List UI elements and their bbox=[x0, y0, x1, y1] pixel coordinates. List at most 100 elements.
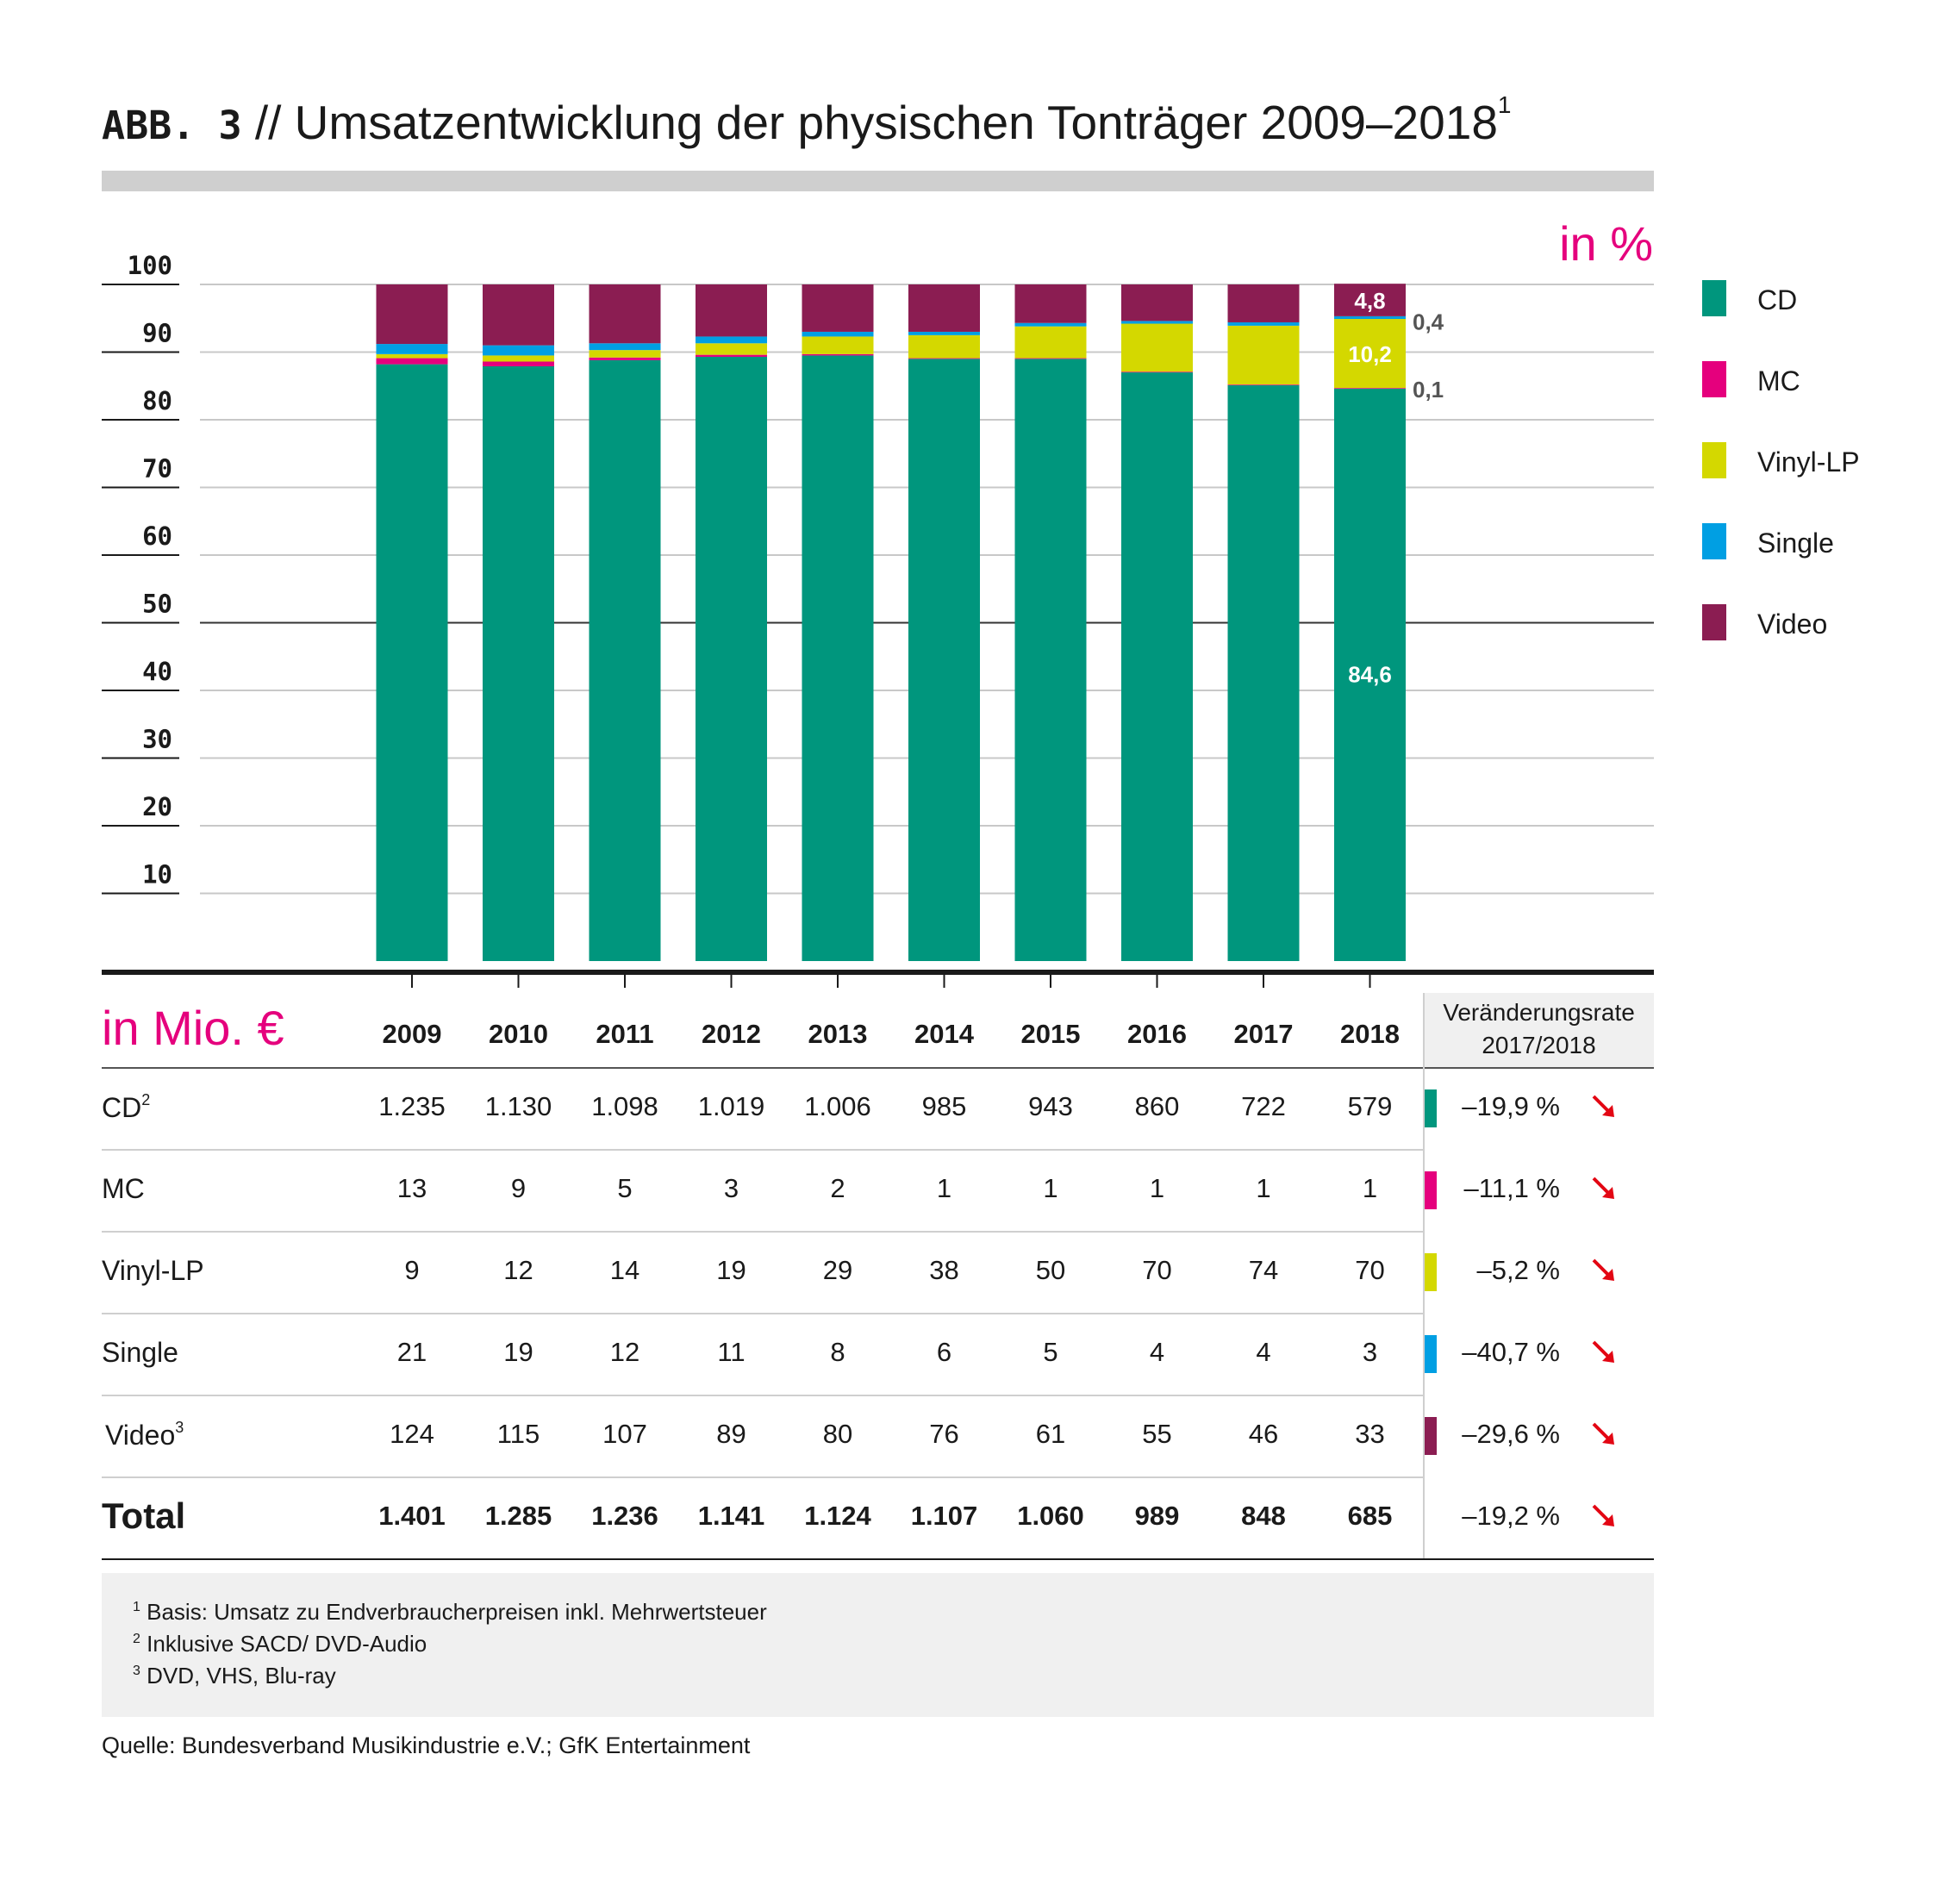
bar-segment-mc-2010 bbox=[483, 361, 554, 366]
row-label-text: Total bbox=[102, 1495, 186, 1536]
table-cell: 1 bbox=[1362, 1172, 1378, 1203]
table-cell: 11 bbox=[717, 1336, 746, 1367]
chart-title: ABB. 3 // Umsatzentwicklung der physisch… bbox=[102, 93, 1511, 147]
table-cell: 33 bbox=[1355, 1418, 1385, 1449]
row-label-single: Single bbox=[102, 1337, 178, 1369]
bar-segment-vinyl-lp-2017 bbox=[1227, 325, 1300, 385]
row-label-text: MC bbox=[102, 1172, 145, 1204]
bar-segment-mc-2013 bbox=[802, 353, 874, 356]
legend-swatch bbox=[1702, 442, 1726, 478]
trend-down-arrow-icon bbox=[1590, 1339, 1618, 1366]
legend-item-video: Video bbox=[1702, 604, 1900, 640]
y-tick-label: 80 bbox=[142, 386, 172, 415]
row-label-cd: CD2 bbox=[102, 1091, 150, 1124]
table-cell: 5 bbox=[1043, 1336, 1058, 1367]
table-cell: 2 bbox=[830, 1172, 845, 1203]
table-cell: 124 bbox=[390, 1418, 434, 1449]
table-cell: 9 bbox=[404, 1254, 420, 1285]
table-cell: 943 bbox=[1028, 1090, 1073, 1121]
footnote-2: 2 Inklusive SACD/ DVD-Audio bbox=[133, 1631, 427, 1657]
change-header-line2: 2017/2018 bbox=[1482, 1032, 1596, 1058]
bar-segment-cd-2013 bbox=[802, 355, 874, 961]
table-cell: 860 bbox=[1134, 1090, 1180, 1121]
table-rule bbox=[102, 1395, 1424, 1396]
table-cell: 848 bbox=[1241, 1500, 1286, 1531]
year-header: 2016 bbox=[1127, 1019, 1187, 1049]
data-label-vinyl-lp: 10,2 bbox=[1348, 341, 1392, 367]
change-value: –11,1 % bbox=[1463, 1172, 1560, 1203]
bar-segment-vinyl-lp-2018 bbox=[1334, 319, 1406, 389]
data-label-single: 0,4 bbox=[1413, 309, 1444, 334]
figure-number: ABB. 3 bbox=[102, 103, 242, 148]
bar-segment-cd-2012 bbox=[696, 356, 767, 961]
bar-segment-mc-2018 bbox=[1334, 388, 1406, 389]
bar-segment-single-2012 bbox=[696, 336, 767, 344]
row-label-text: CD bbox=[102, 1091, 142, 1123]
bar-segment-single-2009 bbox=[376, 344, 448, 354]
source-note: Quelle: Bundesverband Musikindustrie e.V… bbox=[102, 1732, 751, 1758]
bar-segment-single-2014 bbox=[908, 331, 980, 335]
table-cell: 8 bbox=[830, 1336, 845, 1367]
table-cell: 579 bbox=[1347, 1090, 1393, 1121]
title-footnote-mark: 1 bbox=[1497, 91, 1512, 118]
table-cell: 1.285 bbox=[484, 1500, 552, 1531]
bar-segment-cd-2017 bbox=[1227, 384, 1300, 962]
bar-segment-video-2014 bbox=[908, 284, 980, 332]
table-cell: 1.141 bbox=[697, 1500, 765, 1531]
bar-segment-cd-2018 bbox=[1334, 388, 1406, 961]
y-tick-label: 70 bbox=[142, 454, 172, 484]
table-cell: 1.401 bbox=[378, 1500, 446, 1531]
table-cell: 9 bbox=[510, 1172, 527, 1203]
y-tick-label: 60 bbox=[142, 521, 172, 551]
legend-swatch bbox=[1702, 604, 1726, 640]
legend-label: CD bbox=[1757, 284, 1798, 315]
row-label-mc: MC bbox=[102, 1173, 145, 1205]
table-rule bbox=[102, 1476, 1424, 1478]
year-header: 2009 bbox=[382, 1019, 442, 1049]
trend-down-arrow-icon bbox=[1590, 1093, 1618, 1121]
change-swatch bbox=[1423, 1252, 1437, 1291]
change-rate-header: Veränderungsrate 2017/2018 bbox=[1424, 993, 1654, 1067]
row-label-text: Video bbox=[105, 1419, 176, 1451]
unit-percent-label: in % bbox=[1559, 216, 1653, 271]
table-cell: 13 bbox=[396, 1172, 427, 1203]
table-cell: 685 bbox=[1347, 1500, 1393, 1531]
footnote-text: DVD, VHS, Blu-ray bbox=[140, 1663, 336, 1689]
table-rule bbox=[102, 1231, 1424, 1233]
year-header: 2011 bbox=[596, 1019, 654, 1049]
y-tick-label: 10 bbox=[142, 860, 172, 890]
bar-segment-mc-2009 bbox=[376, 358, 448, 365]
bar-segment-single-2017 bbox=[1227, 321, 1300, 326]
table-cell: 1.107 bbox=[910, 1500, 978, 1531]
table-cell: 1.130 bbox=[484, 1090, 552, 1121]
footnote-mark: 3 bbox=[133, 1664, 140, 1678]
data-label-video: 4,8 bbox=[1354, 288, 1385, 314]
bar-segment-video-2011 bbox=[589, 284, 661, 344]
table-cell: 14 bbox=[609, 1254, 640, 1285]
trend-down-arrow-icon bbox=[1590, 1257, 1618, 1284]
change-value: –19,9 % bbox=[1462, 1090, 1560, 1121]
legend-item-vinyl-lp: Vinyl-LP bbox=[1702, 442, 1900, 478]
legend-swatch bbox=[1702, 523, 1726, 559]
legend-item-single: Single bbox=[1702, 523, 1900, 559]
data-label-mc: 0,1 bbox=[1413, 377, 1444, 403]
bar-segment-cd-2009 bbox=[376, 364, 448, 961]
bar-segment-vinyl-lp-2009 bbox=[376, 353, 448, 359]
title-divider bbox=[102, 171, 1654, 191]
change-column-divider bbox=[1423, 993, 1425, 1558]
footnote-mark: 1 bbox=[133, 1600, 140, 1614]
footnote-text: Inklusive SACD/ DVD-Audio bbox=[140, 1631, 427, 1657]
change-swatch bbox=[1423, 1089, 1437, 1127]
year-header: 2015 bbox=[1020, 1019, 1081, 1049]
table-cell: 70 bbox=[1355, 1254, 1385, 1285]
y-tick-label: 90 bbox=[142, 319, 172, 348]
table-cell: 3 bbox=[1362, 1336, 1378, 1367]
bar-segment-cd-2016 bbox=[1121, 372, 1193, 961]
title-text: // Umsatzentwicklung der physischen Tont… bbox=[255, 93, 1512, 149]
table-cell: 1.124 bbox=[804, 1500, 871, 1531]
bar-segment-single-2013 bbox=[802, 331, 874, 337]
table-cell: 4 bbox=[1149, 1336, 1165, 1367]
table-cell: 1.060 bbox=[1017, 1500, 1084, 1531]
table-cell: 70 bbox=[1142, 1254, 1172, 1285]
bar-segment-video-2012 bbox=[696, 284, 767, 337]
